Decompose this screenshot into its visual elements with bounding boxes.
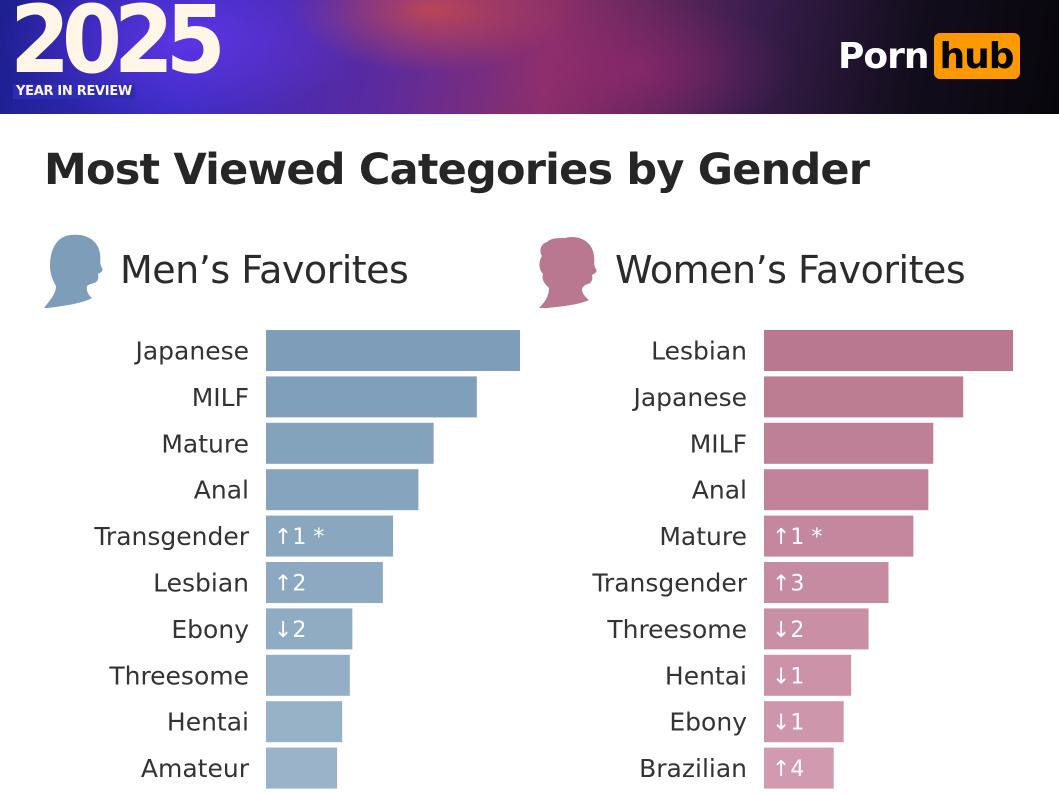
women-bar-6 [764, 608, 869, 650]
women-category-label-9: Brazilian [639, 754, 747, 783]
women-bar-3 [764, 469, 929, 511]
women-bar-1 [764, 376, 964, 418]
women-bar-4 [764, 515, 914, 557]
men-panel-header: Men’s Favorites [42, 232, 409, 308]
men-rank-change-6: ↓2 [274, 618, 306, 643]
women-category-label-3: Anal [692, 476, 747, 505]
women-category-label-1: Japanese [631, 383, 747, 412]
men-bar-1 [266, 376, 477, 418]
men-bar-3 [266, 469, 419, 511]
women-panel-header: Women’s Favorites [537, 232, 966, 308]
women-category-label-4: Mature [659, 522, 747, 551]
men-category-label-0: Japanese [133, 337, 249, 366]
women-rank-change-4: ↑1 * [772, 525, 822, 550]
women-rank-change-8: ↓1 [772, 711, 804, 736]
men-bar-9 [266, 747, 338, 789]
women-bar-7 [764, 654, 852, 696]
women-rank-change-6: ↓2 [772, 618, 804, 643]
woman-silhouette-icon [539, 236, 597, 308]
men-bar-2 [266, 422, 434, 464]
women-bar-2 [764, 422, 934, 464]
men-category-label-6: Ebony [171, 615, 249, 644]
men-bar-0 [266, 330, 520, 371]
women-category-label-6: Threesome [606, 615, 747, 644]
women-bar-5 [764, 562, 889, 603]
men-category-label-1: MILF [192, 383, 249, 412]
women-category-label-8: Ebony [669, 708, 747, 737]
man-silhouette-icon [44, 234, 103, 308]
women-bar-8 [764, 701, 844, 743]
men-category-label-7: Threesome [108, 661, 249, 690]
brand-logo-right: hub [933, 33, 1020, 79]
women-category-label-7: Hentai [665, 661, 747, 690]
women-category-label-5: Transgender [591, 569, 747, 598]
women-rank-change-5: ↑3 [772, 572, 804, 597]
men-rank-change-4: ↑1 * [274, 525, 324, 550]
women-rank-change-7: ↓1 [772, 664, 804, 689]
men-category-label-2: Mature [161, 429, 249, 458]
women-bar-9 [764, 747, 834, 789]
year-label: 2025 [10, 0, 226, 95]
men-bar-5 [266, 562, 383, 603]
men-bar-7 [266, 654, 350, 696]
header-banner: 2025 YEAR IN REVIEW Porn hub [0, 0, 1059, 114]
men-category-label-5: Lesbian [153, 569, 249, 598]
men-bar-6 [266, 608, 353, 650]
chart-title: Most Viewed Categories by Gender [44, 145, 870, 195]
men-category-label-4: Transgender [93, 522, 249, 551]
men-rank-change-5: ↑2 [274, 572, 306, 597]
women-panel-title: Women’s Favorites [615, 248, 966, 292]
year-in-review-label: YEAR IN REVIEW [13, 84, 135, 99]
women-category-label-2: MILF [690, 429, 747, 458]
men-panel-title: Men’s Favorites [120, 248, 409, 292]
men-bar-8 [266, 701, 343, 743]
men-category-label-3: Anal [194, 476, 249, 505]
women-category-label-0: Lesbian [651, 337, 747, 366]
brand-logo-left: Porn [838, 35, 929, 77]
men-category-label-8: Hentai [167, 708, 249, 737]
men-category-label-9: Amateur [141, 754, 250, 783]
women-bar-0 [764, 330, 1013, 371]
women-rank-change-9: ↑4 [772, 757, 804, 782]
brand-logo: Porn hub [838, 32, 1020, 80]
men-bar-4 [266, 515, 393, 557]
